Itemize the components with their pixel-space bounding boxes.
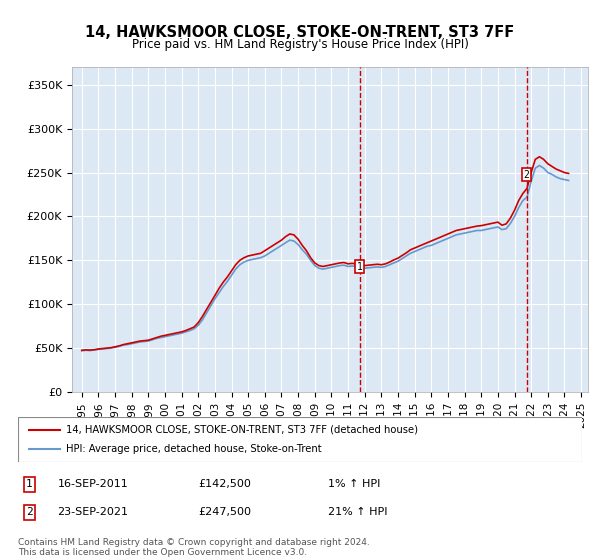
Text: 21% ↑ HPI: 21% ↑ HPI [328, 507, 388, 517]
FancyBboxPatch shape [18, 417, 582, 462]
Text: Price paid vs. HM Land Registry's House Price Index (HPI): Price paid vs. HM Land Registry's House … [131, 38, 469, 50]
Text: 16-SEP-2011: 16-SEP-2011 [58, 479, 128, 489]
Text: 2: 2 [26, 507, 32, 517]
Text: 2: 2 [524, 170, 530, 180]
Text: 1% ↑ HPI: 1% ↑ HPI [328, 479, 380, 489]
Text: £142,500: £142,500 [199, 479, 251, 489]
Text: 14, HAWKSMOOR CLOSE, STOKE-ON-TRENT, ST3 7FF (detached house): 14, HAWKSMOOR CLOSE, STOKE-ON-TRENT, ST3… [66, 424, 418, 435]
Text: HPI: Average price, detached house, Stoke-on-Trent: HPI: Average price, detached house, Stok… [66, 445, 322, 455]
Text: 23-SEP-2021: 23-SEP-2021 [58, 507, 128, 517]
Text: 1: 1 [26, 479, 32, 489]
Text: £247,500: £247,500 [199, 507, 251, 517]
Text: Contains HM Land Registry data © Crown copyright and database right 2024.
This d: Contains HM Land Registry data © Crown c… [18, 538, 370, 557]
Text: 14, HAWKSMOOR CLOSE, STOKE-ON-TRENT, ST3 7FF: 14, HAWKSMOOR CLOSE, STOKE-ON-TRENT, ST3… [85, 25, 515, 40]
Text: 1: 1 [357, 262, 363, 272]
